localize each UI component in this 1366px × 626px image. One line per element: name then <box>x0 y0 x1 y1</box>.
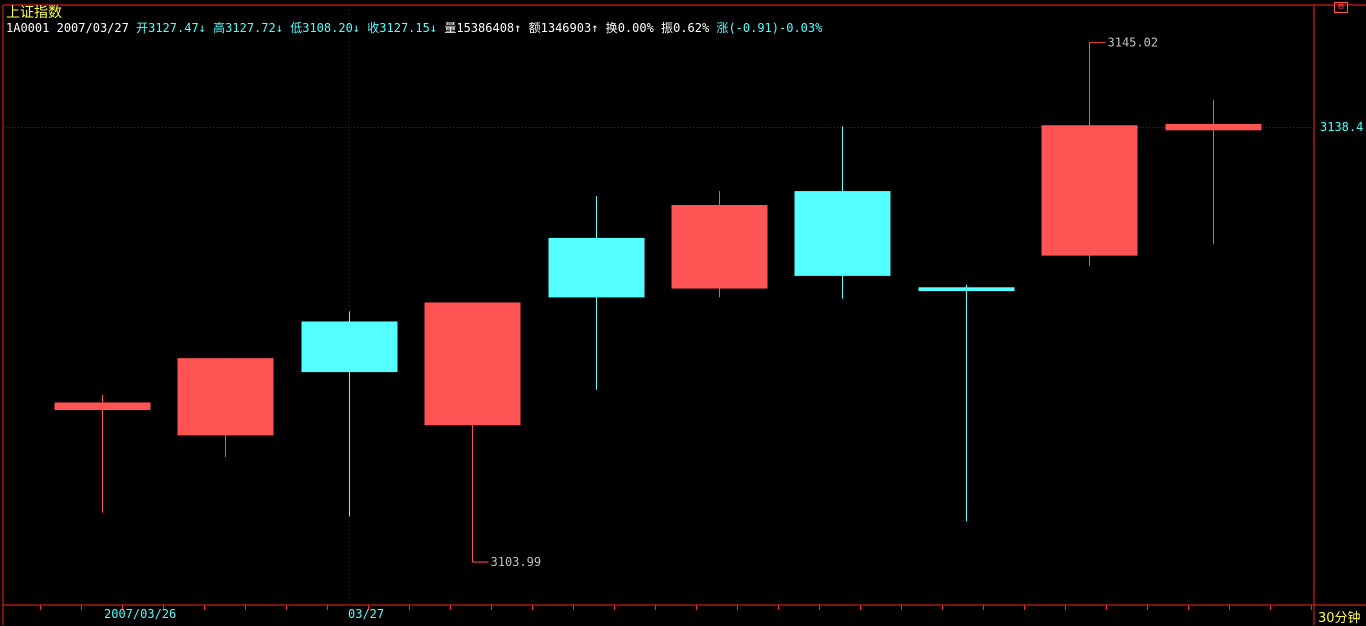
candle-body <box>177 358 274 436</box>
candle-body <box>54 402 151 411</box>
close-arrow-icon: ↓ <box>429 21 438 35</box>
candle <box>794 126 891 299</box>
close-label: 收 <box>367 21 380 35</box>
open-value: 3127.47 <box>148 21 199 35</box>
candle-body <box>671 205 768 289</box>
candle <box>918 284 1015 522</box>
low-label: 低 <box>290 21 303 35</box>
open-arrow-icon: ↓ <box>198 21 206 35</box>
low-arrow-icon: ↓ <box>352 21 361 35</box>
volume-arrow-icon: ↑ <box>514 21 522 35</box>
candle-body <box>424 302 521 426</box>
x-label-first-day: 2007/03/26 <box>104 607 177 621</box>
turnover-label: 换 <box>605 21 618 35</box>
high-arrow-icon: ↓ <box>275 21 283 35</box>
quote-info-bar: 1A0001 2007/03/27 开3127.47↓ 高3127.72↓ 低3… <box>6 19 822 36</box>
period-button[interactable]: 30分钟 <box>1318 611 1361 626</box>
window-restore-button[interactable]: ⊟ <box>1334 2 1348 13</box>
high-label: 高 <box>213 21 226 35</box>
candle-body <box>1165 123 1262 131</box>
candle <box>177 358 274 457</box>
candle <box>1041 42 1138 266</box>
index-code: 1A0001 <box>6 21 50 35</box>
candle-body <box>1041 125 1138 256</box>
candle <box>671 191 768 298</box>
candles-layer <box>54 42 1262 563</box>
bottom-ticks <box>40 605 1312 610</box>
chart-grid <box>2 4 1366 625</box>
candle <box>54 394 151 513</box>
amplitude-value: 0.62% <box>673 21 710 35</box>
candle <box>424 302 521 563</box>
candle-body <box>794 191 891 276</box>
candle <box>1165 99 1262 245</box>
quote-date: 2007/03/27 <box>56 21 129 35</box>
candle <box>301 311 398 517</box>
amplitude-label: 振 <box>661 21 674 35</box>
candle <box>548 196 645 390</box>
amount-arrow-icon: ↑ <box>591 21 599 35</box>
volume-label: 量 <box>444 21 457 35</box>
amount-value: 1346903 <box>540 21 592 35</box>
turnover-value: 0.00% <box>617 21 654 35</box>
change-value: (-0.91)-0.03% <box>728 21 823 35</box>
amount-label: 额 <box>528 21 541 35</box>
open-label: 开 <box>136 21 149 35</box>
candle-body <box>548 237 645 298</box>
change-label: 涨 <box>716 21 729 35</box>
high-value: 3127.72 <box>225 21 276 35</box>
x-label-second-day: 03/27 <box>348 607 385 621</box>
low-value: 3108.20 <box>302 21 353 35</box>
volume-value: 15386408 <box>456 21 515 35</box>
high-annotation-label: 3145.02 <box>1108 36 1159 50</box>
candle-body <box>301 321 398 373</box>
close-value: 3127.15 <box>379 21 430 35</box>
candle-body <box>918 287 1015 292</box>
annotations-layer: 3145.02 3103.99 <box>472 36 1159 569</box>
index-title: 上证指数 <box>6 5 62 21</box>
low-annotation-label: 3103.99 <box>491 555 542 569</box>
right-axis-price-label: 3138.4 <box>1320 119 1364 134</box>
